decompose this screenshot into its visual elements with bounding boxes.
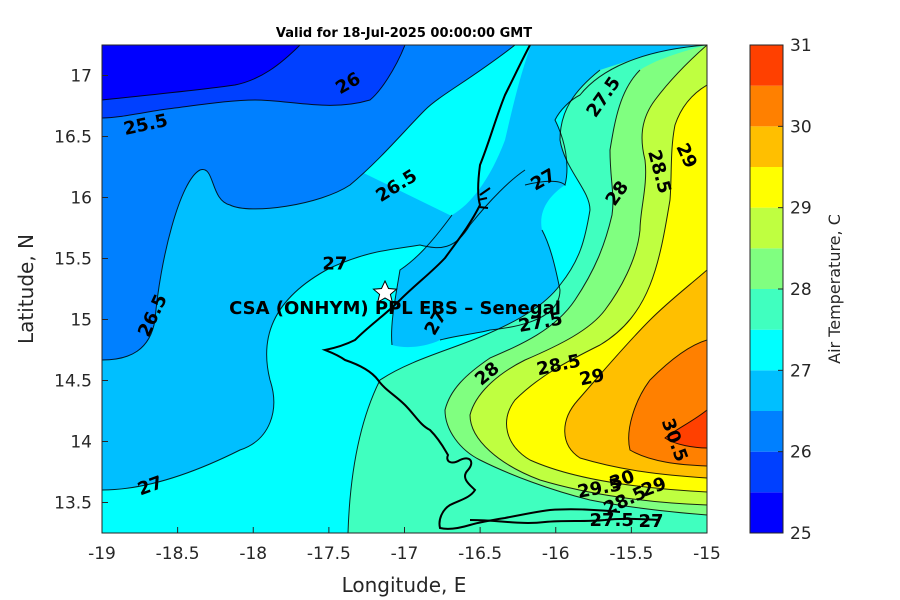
colorbar-swatch	[750, 451, 783, 493]
x-tick-label: -17	[391, 544, 419, 564]
y-tick-label: 16	[70, 189, 92, 209]
contour-label: 27	[322, 254, 347, 275]
colorbar-tick-label: 27	[790, 361, 812, 381]
colorbar-swatch	[750, 167, 783, 208]
x-tick-label: -15.5	[609, 544, 653, 564]
x-tick-label: -17.5	[307, 544, 351, 564]
x-axis: -19 -18.5 -18 -17.5 -17 -16.5 -16 -15.5 -15	[88, 527, 721, 564]
colorbar: 25 26 27 28 29 30 31	[749, 36, 812, 544]
y-tick-label: 15.5	[54, 250, 92, 270]
colorbar-swatch	[750, 370, 783, 411]
colorbar-swatch	[750, 289, 783, 330]
y-axis: 17 16.5 16 15.5 15 14.5 14 13.5	[54, 67, 108, 514]
colorbar-swatch	[750, 248, 783, 289]
y-tick-label: 17	[70, 67, 92, 87]
contour-lines	[102, 45, 707, 533]
colorbar-swatch	[750, 329, 783, 371]
x-tick-label: -15	[693, 544, 721, 564]
contour-label: 27.5	[590, 510, 634, 531]
y-tick-label: 14.5	[54, 372, 92, 392]
x-tick-label: -19	[88, 544, 116, 564]
colorbar-swatch	[750, 126, 783, 167]
colorbar-swatch	[750, 85, 783, 127]
site-marker: CSA (ONHYM) PPL EBS – Senegal	[229, 279, 561, 319]
temperature-field	[102, 45, 707, 533]
colorbar-swatch	[750, 411, 783, 452]
map-title: Valid for 18-Jul-2025 00:00:00 GMT	[276, 26, 532, 41]
x-tick-label: -18.5	[156, 544, 200, 564]
star-icon	[372, 279, 398, 304]
colorbar-tick-label: 26	[790, 443, 812, 463]
band-25-25.5	[102, 45, 300, 100]
colorbar-tick-label: 28	[790, 280, 812, 300]
y-tick-label: 14	[70, 433, 92, 453]
contour-label: 27	[639, 511, 664, 532]
x-tick-label: -16.5	[458, 544, 502, 564]
colorbar-label: Air Temperature, C	[825, 214, 844, 364]
colorbar-tick-label: 29	[790, 199, 812, 219]
colorbar-tick-label: 30	[790, 117, 812, 137]
x-tick-label: -18	[239, 544, 267, 564]
coastline	[321, 45, 661, 530]
colorbar-swatch	[750, 45, 783, 86]
x-axis-label: Longitude, E	[342, 573, 467, 597]
band-30.5-31	[665, 410, 707, 448]
y-axis-label: Latitude, N	[14, 234, 38, 344]
colorbar-tick-label: 25	[790, 524, 812, 544]
colorbar-swatch	[750, 207, 783, 249]
colorbar-swatch	[750, 492, 783, 533]
y-tick-label: 15	[70, 311, 92, 331]
y-tick-label: 13.5	[54, 494, 92, 514]
site-label: CSA (ONHYM) PPL EBS – Senegal	[229, 298, 561, 319]
y-tick-label: 16.5	[54, 128, 92, 148]
contour-label: 29	[578, 365, 607, 391]
x-tick-label: -16	[542, 544, 570, 564]
colorbar-tick-label: 31	[790, 36, 812, 56]
